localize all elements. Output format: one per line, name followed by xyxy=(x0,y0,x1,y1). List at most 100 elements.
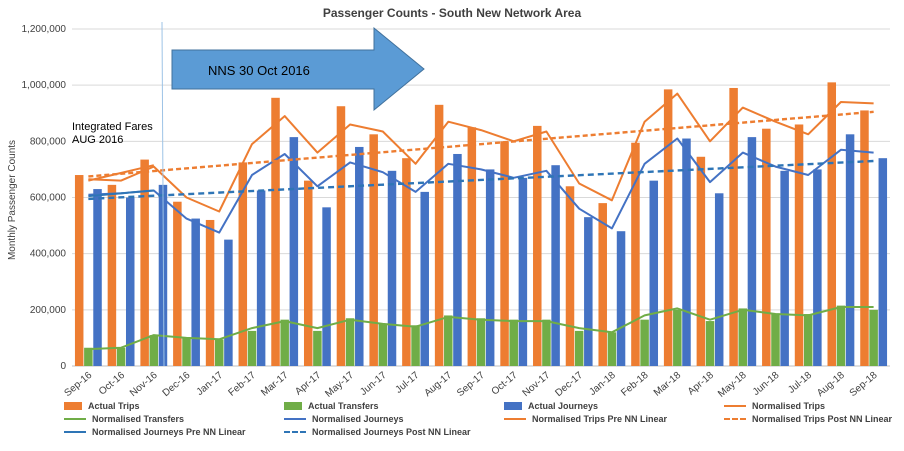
legend-label: Normalised Transfers xyxy=(92,414,185,424)
lines xyxy=(88,92,874,351)
bar-actual-trips xyxy=(107,184,117,366)
legend-item: Normalised Journeys Post NN Linear xyxy=(284,426,504,438)
trend-normalised-journeys-post-nn-linear xyxy=(88,159,874,201)
bar-actual-trips xyxy=(173,201,182,366)
bar-actual-journeys xyxy=(649,180,659,366)
bar-actual-transfers xyxy=(836,305,846,366)
legend-label: Normalised Trips Post NN Linear xyxy=(752,414,893,424)
legend-swatch xyxy=(284,418,306,420)
bar-actual-trips xyxy=(369,134,378,366)
bar-actual-journeys xyxy=(714,193,724,366)
y-tick-label: 400,000 xyxy=(30,249,67,260)
bar-actual-trips xyxy=(467,127,477,367)
bar-actual-trips xyxy=(762,128,771,366)
bar-actual-journeys xyxy=(125,197,135,366)
bar-actual-transfers xyxy=(771,314,780,366)
x-tick-label: Dec-16 xyxy=(161,370,193,399)
x-tick-label: Feb-17 xyxy=(227,370,259,399)
bar-actual-journeys xyxy=(191,218,200,366)
bar-actual-transfers xyxy=(378,323,388,366)
legend-label: Actual Journeys xyxy=(528,401,599,411)
bar-actual-trips xyxy=(631,142,640,366)
legend-swatch xyxy=(64,402,82,410)
trend-normalised-trips-post-nn-linear xyxy=(88,110,874,178)
bar-actual-trips xyxy=(696,156,706,366)
bar-actual-journeys xyxy=(747,137,757,366)
y-tick-label: 200,000 xyxy=(30,305,67,316)
bar-actual-journeys xyxy=(616,231,626,366)
bar-actual-journeys xyxy=(387,170,397,366)
x-tick-label: May-17 xyxy=(323,370,356,400)
nns-arrow xyxy=(171,26,425,112)
bar-actual-trips xyxy=(533,125,542,366)
bars xyxy=(74,82,888,367)
x-tick-label: Oct-17 xyxy=(490,370,520,398)
bar-actual-journeys xyxy=(485,169,495,366)
bar-actual-transfers xyxy=(705,321,715,366)
nns-arrow-label: NNS 30 Oct 2016 xyxy=(208,63,310,78)
bar-actual-transfers xyxy=(869,309,878,366)
bar-actual-journeys xyxy=(878,158,888,366)
bar-actual-trips xyxy=(598,203,607,366)
legend-item: Normalised Journeys Pre NN Linear xyxy=(64,426,284,438)
bar-actual-journeys xyxy=(224,239,233,366)
bar-actual-transfers xyxy=(84,347,93,366)
bar-actual-transfers xyxy=(116,347,126,366)
legend-item: Normalised Trips Pre NN Linear xyxy=(504,413,724,425)
legend-swatch xyxy=(284,431,306,433)
bar-actual-trips xyxy=(205,219,215,366)
x-tick-label: May-18 xyxy=(716,370,749,400)
legend-label: Normalised Journeys Pre NN Linear xyxy=(92,427,246,437)
bar-actual-journeys xyxy=(453,153,462,366)
x-tick-label: Jul-17 xyxy=(394,370,422,396)
bar-actual-transfers xyxy=(247,330,257,366)
legend-label: Actual Transfers xyxy=(308,401,379,411)
x-tick-label: Aug-17 xyxy=(422,370,454,399)
bar-actual-trips xyxy=(565,186,575,366)
bar-actual-transfers xyxy=(214,339,224,366)
bar-actual-trips xyxy=(827,82,837,366)
legend-item: Actual Transfers xyxy=(284,400,504,412)
legend-label: Normalised Journeys xyxy=(312,414,404,424)
legend-swatch xyxy=(284,402,302,410)
bar-actual-transfers xyxy=(738,308,748,366)
bar-actual-journeys xyxy=(420,191,429,366)
bar-actual-transfers xyxy=(280,319,289,366)
bar-actual-journeys xyxy=(93,189,102,366)
bar-actual-trips xyxy=(794,124,804,366)
bar-actual-trips xyxy=(238,162,248,366)
line-normalised-transfers xyxy=(88,306,874,351)
x-tick-label: Jan-18 xyxy=(587,370,618,398)
bar-actual-trips xyxy=(500,141,509,366)
bar-actual-transfers xyxy=(542,319,551,366)
x-tick-label: Sep-18 xyxy=(848,370,880,399)
y-tick-label: 1,200,000 xyxy=(22,24,67,35)
trend-normalised-journeys-pre-nn-linear xyxy=(88,189,154,198)
legend-item: Normalised Trips Post NN Linear xyxy=(724,413,894,425)
x-tick-label: Feb-18 xyxy=(619,370,651,399)
legend: Actual Trips Actual Transfers Actual Journ… xyxy=(64,400,894,438)
bar-actual-transfers xyxy=(411,325,420,366)
legend-item: Normalised Trips xyxy=(724,400,894,412)
bar-actual-trips xyxy=(402,158,411,366)
integrated-fares-label: Integrated Fares xyxy=(72,121,153,133)
x-tick-label: Jul-18 xyxy=(786,370,814,396)
y-axis-label: Monthly Passenger Counts xyxy=(7,140,18,260)
bar-actual-trips xyxy=(729,87,738,366)
x-tick-label: Aug-18 xyxy=(815,370,847,399)
bar-actual-trips xyxy=(74,175,84,366)
bar-actual-transfers xyxy=(673,309,682,366)
x-tick-label: Apr-17 xyxy=(293,370,323,398)
bar-actual-journeys xyxy=(355,146,364,366)
bar-actual-trips xyxy=(434,104,444,366)
legend-swatch xyxy=(64,418,86,420)
legend-swatch xyxy=(504,418,526,420)
integrated-fares-label: AUG 2016 xyxy=(72,134,123,146)
legend-swatch xyxy=(724,405,746,407)
x-tick-label: Sep-17 xyxy=(455,370,487,399)
bar-actual-journeys xyxy=(813,169,822,366)
x-tick-label: Jun-18 xyxy=(751,370,782,398)
y-axis-ticks: 0 200,000 400,000 600,000 800,000 1,000,000 1,… xyxy=(22,24,67,372)
bar-actual-transfers xyxy=(345,318,355,366)
